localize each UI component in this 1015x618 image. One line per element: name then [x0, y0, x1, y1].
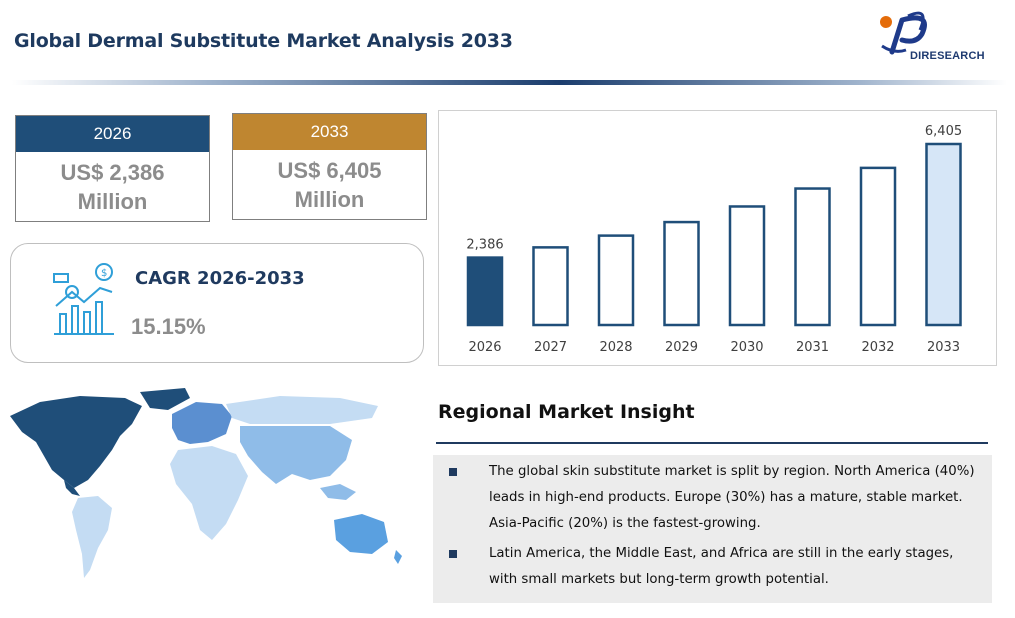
insight-bullet-1: The global skin substitute market is spl… — [489, 464, 975, 531]
data-label: 2,386 — [466, 238, 503, 253]
x-tick-label: 2026 — [468, 340, 501, 355]
insight-bullet-2: Latin America, the Middle East, and Afri… — [489, 546, 954, 587]
insight-title: Regional Market Insight — [438, 401, 695, 423]
bar-2028 — [597, 234, 635, 327]
stat-value: US$ 2,386 — [60, 160, 165, 185]
world-map-icon — [10, 388, 402, 578]
bar-2031 — [794, 187, 831, 327]
stat-unit: Million — [294, 187, 365, 212]
stat-card-2026: 2026 US$ 2,386 Million — [15, 115, 210, 222]
page-title: Global Dermal Substitute Market Analysis… — [14, 30, 513, 52]
header-divider — [12, 80, 1007, 85]
x-tick-label: 2030 — [730, 340, 763, 355]
insight-divider — [436, 442, 988, 444]
cagr-card — [10, 243, 424, 363]
bar-2026 — [466, 256, 504, 327]
x-tick-label: 2032 — [861, 340, 894, 355]
x-tick-label: 2028 — [599, 340, 632, 355]
x-tick-label: 2031 — [796, 340, 829, 355]
bullet-icon — [449, 550, 457, 558]
bar-2032 — [859, 166, 897, 327]
stat-year: 2033 — [233, 114, 426, 150]
x-tick-label: 2027 — [534, 340, 567, 355]
insight-panel — [433, 455, 992, 603]
bar-2030 — [728, 205, 766, 327]
data-label: 6,405 — [925, 124, 962, 139]
cagr-value: 15.15% — [131, 314, 206, 339]
growth-chart-icon: $ — [53, 263, 114, 335]
stat-year: 2026 — [16, 116, 209, 152]
x-tick-label: 2033 — [927, 340, 960, 355]
bar-2033 — [925, 142, 962, 327]
svg-text:$: $ — [101, 268, 107, 279]
bar-2029 — [663, 220, 700, 327]
bullet-icon — [449, 468, 457, 476]
bar-chart-frame — [438, 110, 997, 366]
stat-value: US$ 6,405 — [277, 158, 382, 183]
logo-text: DIRESEARCH — [910, 50, 985, 62]
x-tick-label: 2029 — [665, 340, 698, 355]
cagr-label: CAGR 2026-2033 — [135, 268, 305, 289]
bar-2027 — [532, 246, 569, 327]
stat-card-2033: 2033 US$ 6,405 Million — [232, 113, 427, 220]
stat-unit: Million — [77, 189, 148, 214]
bar-chart: 2026 2,386 2027 2028 2029 2030 2031 2032 2033 6,4… — [466, 124, 962, 355]
diresearch-logo-icon — [880, 11, 927, 55]
